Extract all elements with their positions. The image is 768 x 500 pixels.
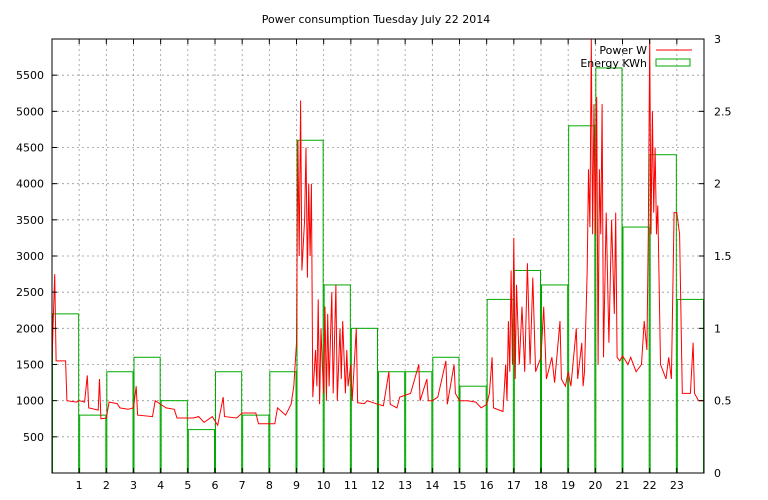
y-tick-label: 2500 <box>16 286 44 299</box>
x-tick-label: 10 <box>317 479 331 492</box>
y2-tick-label: 1.5 <box>714 250 732 263</box>
x-tick-label: 21 <box>616 479 630 492</box>
energy-bar <box>79 414 107 474</box>
legend-swatch-energy <box>655 58 691 67</box>
energy-bar <box>106 371 134 474</box>
legend: Power W Energy KWh <box>580 44 692 70</box>
y-tick-label: 4000 <box>16 178 44 191</box>
x-tick-label: 12 <box>371 479 385 492</box>
y2-tick-label: 2.5 <box>714 105 732 118</box>
energy-bar <box>187 429 215 474</box>
y-tick-label: 1000 <box>16 395 44 408</box>
y-tick-label: 3000 <box>16 250 44 263</box>
y-tick-label: 1500 <box>16 359 44 372</box>
y-tick-label: 5000 <box>16 105 44 118</box>
x-tick-label: 14 <box>425 479 439 492</box>
power-series <box>51 38 704 427</box>
power-line <box>51 38 704 427</box>
y-tick-label: 500 <box>23 431 44 444</box>
energy-bar <box>486 298 514 474</box>
x-tick-label: 9 <box>293 479 300 492</box>
x-tick-label: 23 <box>670 479 684 492</box>
energy-bar <box>622 226 650 474</box>
y-tick-label: 5500 <box>16 69 44 82</box>
x-tick-label: 13 <box>398 479 412 492</box>
chart-title: Power consumption Tuesday July 22 2014 <box>262 13 491 26</box>
energy-bar <box>513 269 541 474</box>
x-tick-label: 22 <box>643 479 657 492</box>
y-tick-label: 3500 <box>16 214 44 227</box>
legend-label-energy: Energy KWh <box>580 57 647 70</box>
y2-tick-label: 3 <box>714 33 721 46</box>
energy-bar <box>52 313 80 474</box>
y2-tick-label: 0 <box>714 467 721 480</box>
x-tick-label: 3 <box>130 479 137 492</box>
y2-tick-label: 1 <box>714 322 721 335</box>
x-tick-label: 11 <box>344 479 358 492</box>
x-tick-label: 19 <box>561 479 575 492</box>
x-tick-label: 1 <box>76 479 83 492</box>
energy-bar <box>215 371 243 474</box>
y2-tick-label: 0.5 <box>714 395 732 408</box>
x-tick-label: 20 <box>588 479 602 492</box>
x-tick-label: 6 <box>212 479 219 492</box>
y-tick-label: 4500 <box>16 142 44 155</box>
y-tick-label: 2000 <box>16 322 44 335</box>
y2-tick-label: 2 <box>714 178 721 191</box>
x-tick-label: 2 <box>103 479 110 492</box>
x-tick-label: 7 <box>239 479 246 492</box>
x-tick-label: 18 <box>534 479 548 492</box>
energy-bar <box>378 371 406 474</box>
x-tick-label: 4 <box>157 479 164 492</box>
legend-label-power: Power W <box>599 44 647 57</box>
x-tick-label: 5 <box>184 479 191 492</box>
energy-bar <box>269 371 297 474</box>
energy-bar <box>568 125 596 474</box>
x-tick-label: 16 <box>480 479 494 492</box>
x-tick-label: 15 <box>453 479 467 492</box>
energy-bar <box>459 385 487 474</box>
axes: 1 2 3 4 5 6 7 8 9 10 11 12 13 14 15 16 17 18 19 20 21 22 23500… <box>16 33 732 492</box>
energy-bar <box>595 67 623 474</box>
x-tick-label: 8 <box>266 479 273 492</box>
x-tick-label: 17 <box>507 479 521 492</box>
